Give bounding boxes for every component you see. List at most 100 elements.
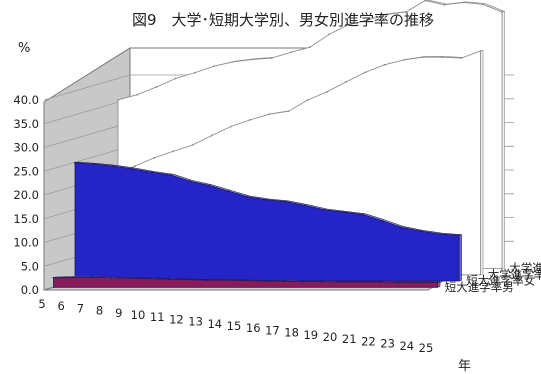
x-tick-label: 14 — [207, 317, 222, 331]
data-point — [342, 211, 345, 214]
series-label: 大学進学率女 — [488, 267, 541, 281]
data-point — [441, 56, 443, 59]
data-point — [213, 65, 215, 68]
series-layer: 大学進学率男大学進学率女短大進学率女短大進学率男 — [52, 0, 541, 294]
data-point — [52, 276, 55, 279]
data-point — [366, 19, 369, 21]
data-point — [422, 56, 424, 59]
data-point — [251, 58, 254, 61]
y-tick-label: 0.0 — [21, 283, 39, 297]
series-area — [53, 276, 438, 288]
data-point — [174, 77, 177, 80]
data-point — [458, 234, 460, 237]
series-label: 短大進学率女 — [466, 274, 535, 288]
data-point — [362, 213, 364, 216]
data-point — [323, 208, 326, 211]
chart-title: 図9 大学･短期大学別、男女別進学率の推移 — [132, 11, 434, 29]
x-tick-label: 6 — [58, 299, 65, 313]
data-point — [191, 144, 194, 147]
data-point — [381, 219, 384, 222]
data-point — [232, 61, 235, 63]
data-point — [210, 134, 213, 137]
data-point — [462, 1, 465, 4]
data-point — [270, 57, 273, 59]
x-tick-label: 7 — [77, 301, 84, 315]
x-tick-label: 9 — [115, 306, 122, 320]
data-point — [230, 125, 232, 128]
data-point — [304, 204, 307, 207]
data-point — [419, 230, 422, 233]
data-point — [347, 23, 350, 26]
data-point — [460, 57, 463, 59]
data-point — [268, 113, 271, 116]
data-point — [385, 13, 388, 16]
data-point — [309, 46, 311, 49]
data-point — [417, 281, 420, 284]
data-point — [328, 33, 331, 36]
x-tick-label: 10 — [131, 308, 146, 322]
x-tick-label: 8 — [96, 304, 103, 318]
data-point — [326, 91, 328, 93]
series-label: 短大進学率男 — [445, 280, 514, 294]
data-point — [263, 280, 266, 282]
data-point — [244, 279, 247, 282]
y-tick-label: 30.0 — [13, 141, 39, 155]
data-point — [436, 281, 439, 284]
data-point — [501, 11, 503, 13]
data-point — [289, 51, 292, 54]
data-point — [364, 71, 367, 74]
series-label: 大学進学率男 — [509, 261, 541, 275]
series-area — [74, 162, 460, 282]
data-point — [359, 281, 362, 283]
data-point — [246, 196, 249, 198]
data-point — [155, 86, 158, 88]
y-tick-label: 10.0 — [13, 236, 39, 250]
data-point — [283, 280, 285, 282]
data-point — [189, 180, 192, 183]
y-tick-label: 20.0 — [13, 188, 39, 202]
data-point — [225, 279, 228, 281]
data-point — [424, 0, 427, 2]
x-tick-label: 24 — [399, 339, 414, 353]
data-point — [479, 50, 482, 52]
data-point — [438, 233, 441, 235]
x-tick-label: 21 — [342, 332, 357, 346]
tick-labels: 0.05.010.015.020.025.030.035.040.05 6 7 8 9 1… — [13, 93, 433, 355]
data-point — [266, 198, 268, 201]
data-point — [148, 277, 151, 280]
data-point — [136, 93, 139, 96]
data-point — [193, 71, 196, 74]
x-tick-label: 19 — [303, 328, 318, 342]
data-point — [443, 4, 446, 6]
series-2: 短大進学率女 — [74, 161, 535, 288]
data-point — [306, 99, 309, 101]
x-tick-label: 16 — [246, 321, 261, 335]
data-point — [150, 171, 153, 174]
y-axis-label: % — [18, 41, 30, 56]
data-point — [285, 200, 288, 203]
data-point — [208, 184, 211, 187]
data-point — [170, 174, 172, 177]
x-tick-label: 11 — [150, 310, 165, 324]
data-point — [134, 165, 136, 167]
data-point — [345, 81, 347, 83]
y-tick-label: 25.0 — [13, 164, 39, 178]
data-point — [249, 119, 252, 121]
y-tick-label: 40.0 — [13, 93, 39, 107]
data-point — [287, 110, 290, 113]
data-point — [93, 163, 96, 166]
data-point — [402, 59, 405, 61]
data-point — [129, 277, 132, 280]
data-point — [321, 280, 324, 283]
data-point — [227, 190, 230, 193]
data-point — [187, 278, 189, 281]
x-axis-label: 年 — [458, 359, 471, 374]
x-tick-label: 15 — [227, 319, 242, 333]
data-point — [74, 161, 76, 164]
data-point — [379, 281, 381, 283]
data-point — [131, 168, 134, 170]
x-tick-label: 13 — [188, 315, 203, 329]
x-tick-label: 25 — [419, 341, 434, 355]
